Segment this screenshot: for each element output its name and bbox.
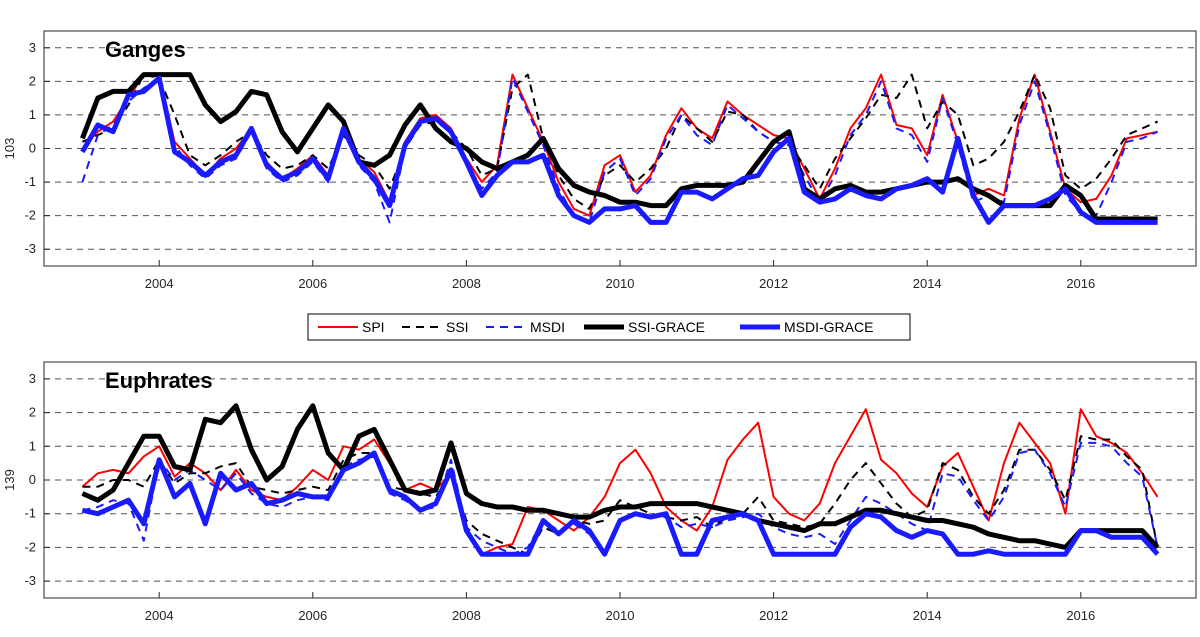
euphrates-panel: -3 -2 -1 0 1 2 3 2004 2006 2008 2010 2012 2014 2016 13… <box>2 361 1197 623</box>
y-tick-label: 3 <box>29 371 36 386</box>
series-line-ssi <box>82 435 1159 556</box>
y-tick-label: 1 <box>29 107 36 122</box>
y-tick-label: -2 <box>24 208 36 223</box>
x-tick-label: 2014 <box>913 608 942 623</box>
y-tick-label: -3 <box>24 241 36 256</box>
series-line-ssi <box>82 73 1159 210</box>
y-tick-label: -2 <box>24 539 36 554</box>
x-tick-label: 2016 <box>1066 608 1095 623</box>
x-tick-label: 2004 <box>145 608 174 623</box>
y-axis-label: 139 <box>2 469 17 491</box>
x-tick-label: 2006 <box>298 608 327 623</box>
legend-entry-ssi: SSI <box>402 319 469 335</box>
legend-label-ssi-grace: SSI-GRACE <box>628 319 705 335</box>
legend-label-ssi: SSI <box>446 319 469 335</box>
legend: SPI SSI MSDI SSI-GRACE MSDI-GRACE <box>307 313 911 341</box>
y-tick-label: 2 <box>29 73 36 88</box>
legend-label-spi: SPI <box>362 319 385 335</box>
panel-title: Euphrates <box>105 368 213 393</box>
x-tick-label: 2006 <box>298 276 327 291</box>
y-tick-label: -3 <box>24 573 36 588</box>
y-tick-label: 2 <box>29 405 36 420</box>
legend-entry-spi: SPI <box>318 319 385 335</box>
y-tick-label: 1 <box>29 438 36 453</box>
series-line-msdi-grace <box>81 450 1160 557</box>
ganges-panel: -3 -2 -1 0 1 2 3 2004 2006 2008 2010 2012 2014 2016 10… <box>2 30 1197 291</box>
y-tick-label: 0 <box>29 141 36 156</box>
legend-entry-ssi-grace: SSI-GRACE <box>584 319 705 335</box>
y-tick-label: -1 <box>24 174 36 189</box>
x-tick-label: 2012 <box>759 608 788 623</box>
y-tick-label: 0 <box>29 472 36 487</box>
legend-entry-msdi-grace: MSDI-GRACE <box>740 319 873 335</box>
series-line-ssi-grace <box>81 403 1160 550</box>
x-tick-label: 2012 <box>759 276 788 291</box>
y-tick-label: -1 <box>24 506 36 521</box>
legend-entry-msdi: MSDI <box>486 319 565 335</box>
series-line-ssi-grace <box>80 72 1158 222</box>
legend-label-msdi: MSDI <box>530 319 565 335</box>
x-tick-label: 2010 <box>606 608 635 623</box>
x-tick-label: 2014 <box>913 276 942 291</box>
legend-label-msdi-grace: MSDI-GRACE <box>784 319 873 335</box>
x-tick-label: 2004 <box>145 276 174 291</box>
panel-title: Ganges <box>105 37 186 62</box>
y-tick-label: 3 <box>29 40 36 55</box>
x-tick-label: 2008 <box>452 276 481 291</box>
y-axis-label: 103 <box>2 138 17 160</box>
x-tick-label: 2010 <box>606 276 635 291</box>
series-line-msdi-grace <box>80 75 1158 225</box>
x-tick-label: 2016 <box>1066 276 1095 291</box>
x-tick-label: 2008 <box>452 608 481 623</box>
